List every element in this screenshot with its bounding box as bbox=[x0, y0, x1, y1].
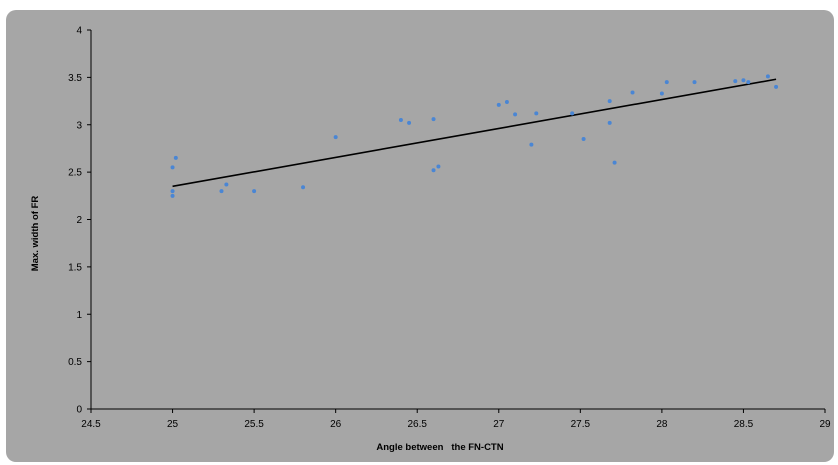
data-point bbox=[431, 168, 436, 173]
data-point bbox=[170, 165, 175, 170]
data-point bbox=[607, 99, 612, 104]
y-tick-label: 3 bbox=[76, 120, 82, 131]
trendline bbox=[172, 78, 777, 188]
data-point bbox=[170, 193, 175, 198]
x-tick-label: 27.5 bbox=[571, 419, 591, 430]
data-point bbox=[741, 78, 746, 83]
data-point bbox=[431, 117, 436, 122]
x-tick-label: 28.5 bbox=[734, 419, 754, 430]
data-point bbox=[664, 80, 669, 85]
data-point bbox=[612, 160, 617, 165]
data-point bbox=[407, 120, 412, 125]
data-point bbox=[170, 189, 175, 194]
data-point bbox=[436, 164, 441, 169]
y-tick-label: 2.5 bbox=[68, 168, 82, 179]
data-point bbox=[570, 111, 575, 116]
x-tick-label: 26.5 bbox=[407, 419, 427, 430]
y-ticks: 0 0.5 1 1.5 2 2.5 3 3.5 4 bbox=[68, 26, 91, 416]
x-tick-label: 28 bbox=[656, 419, 668, 430]
x-tick-label: 29 bbox=[819, 419, 831, 430]
y-tick-label: 0 bbox=[76, 405, 82, 416]
data-point bbox=[173, 155, 178, 160]
data-point bbox=[692, 80, 697, 85]
y-tick-label: 0.5 bbox=[68, 357, 82, 368]
x-ticks: 24.5 25 25.5 26 26.5 27 27.5 28 28.5 29 bbox=[81, 409, 831, 430]
data-point bbox=[496, 102, 501, 107]
data-point bbox=[513, 112, 518, 117]
data-point bbox=[534, 111, 539, 116]
axes bbox=[90, 30, 825, 410]
x-tick-label: 24.5 bbox=[81, 419, 101, 430]
y-axis-title: Max. width of FR bbox=[30, 196, 41, 272]
y-tick-label: 2 bbox=[76, 215, 82, 226]
y-tick-label: 3.5 bbox=[68, 73, 82, 84]
data-point bbox=[219, 189, 224, 194]
data-point bbox=[733, 79, 738, 84]
data-point bbox=[607, 120, 612, 125]
data-point bbox=[398, 118, 403, 123]
y-tick-label: 1.5 bbox=[68, 262, 82, 273]
data-point bbox=[529, 142, 534, 147]
x-tick-label: 25.5 bbox=[244, 419, 264, 430]
data-point bbox=[224, 182, 229, 187]
y-tick-label: 1 bbox=[76, 310, 82, 321]
data-point bbox=[765, 74, 770, 79]
y-tick-label: 4 bbox=[76, 26, 82, 37]
x-tick-label: 26 bbox=[330, 419, 342, 430]
data-point bbox=[301, 185, 306, 190]
data-point bbox=[630, 90, 635, 95]
data-point bbox=[333, 135, 338, 140]
data-point bbox=[252, 189, 257, 194]
data-point bbox=[774, 84, 779, 89]
data-point bbox=[746, 80, 751, 85]
x-axis-title: Angle between the FN-CTN bbox=[376, 442, 503, 453]
data-point bbox=[659, 91, 664, 96]
x-tick-label: 27 bbox=[493, 419, 505, 430]
data-point bbox=[581, 136, 586, 141]
data-point bbox=[504, 100, 509, 105]
x-tick-label: 25 bbox=[167, 419, 179, 430]
chart-background bbox=[6, 10, 834, 462]
data-points bbox=[170, 74, 779, 198]
